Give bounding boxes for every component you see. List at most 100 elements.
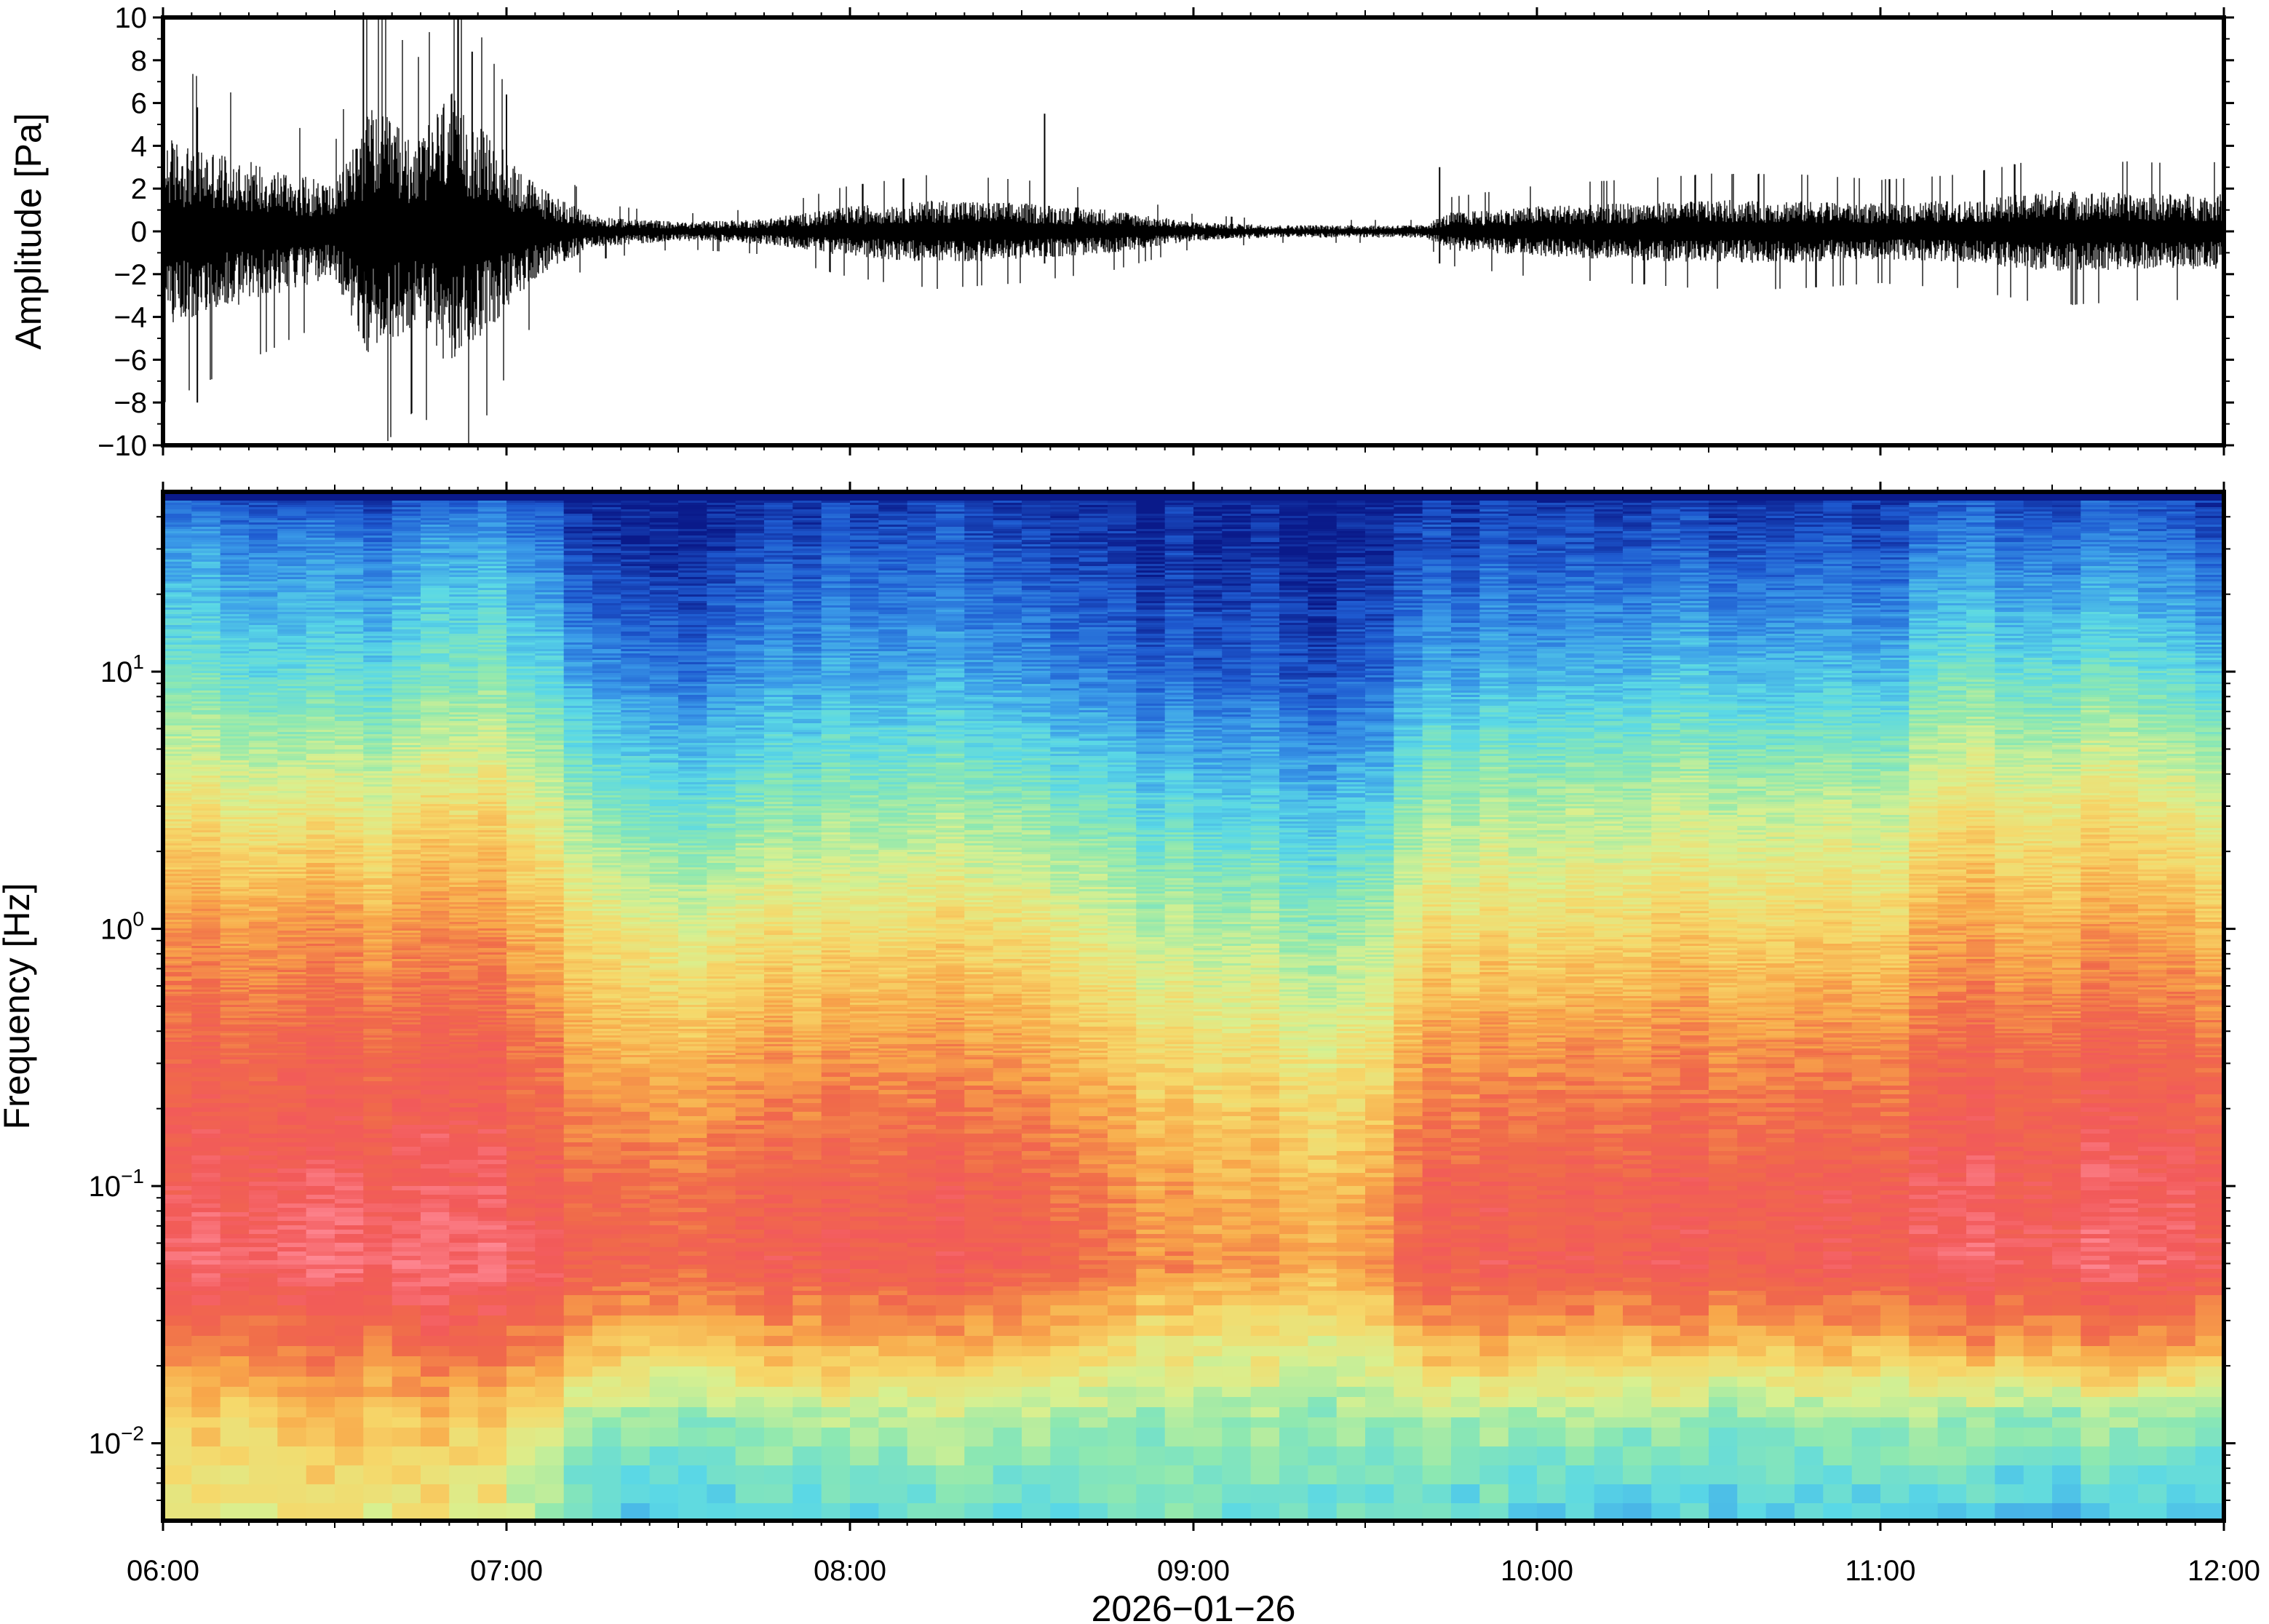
spectrogram-cell xyxy=(421,1151,450,1156)
spectrogram-cell xyxy=(220,1169,250,1174)
spectrogram-cell xyxy=(335,1238,364,1243)
spectrogram-cell xyxy=(478,1086,507,1091)
spectrogram-cell xyxy=(421,1072,450,1078)
spectrogram-cell xyxy=(478,1282,507,1287)
spectrogram-cell xyxy=(564,1142,593,1147)
spectrogram-cell xyxy=(421,1107,450,1112)
spectrogram-cell xyxy=(277,1217,306,1222)
spectrogram-cell xyxy=(363,1077,392,1082)
spectrogram-cell xyxy=(191,1099,220,1104)
spectrogram-cell xyxy=(335,1068,364,1073)
spectrogram-cell xyxy=(163,1217,192,1222)
spectrogram-cell xyxy=(392,1265,421,1270)
waveform-y-tick-label: −6 xyxy=(114,344,147,376)
spectrogram-cell xyxy=(392,1169,421,1174)
spectrogram-cell xyxy=(277,1407,306,1418)
spectrogram-cell xyxy=(363,1256,392,1261)
spectrogram-cell xyxy=(392,1147,421,1152)
spectrogram-cell xyxy=(277,1116,306,1121)
spectrogram-cell xyxy=(191,1484,220,1504)
spectrogram-cell xyxy=(535,1265,564,1270)
spectrogram-cell xyxy=(506,1407,536,1418)
spectrogram-cell xyxy=(363,1221,392,1226)
spectrogram-cell xyxy=(478,1068,507,1073)
spectrogram-cell xyxy=(220,1190,250,1195)
spectrogram-cell xyxy=(478,1129,507,1134)
spectrogram-cell xyxy=(335,1182,364,1187)
spectrogram-cell xyxy=(564,1064,593,1069)
spectrogram-cell xyxy=(564,1112,593,1117)
spectrogram-cell xyxy=(421,1116,450,1121)
spectrogram-cell xyxy=(335,1059,364,1064)
spectrogram-cell xyxy=(478,1142,507,1147)
spectrogram-cell xyxy=(249,1260,278,1265)
spectrogram-cell xyxy=(449,1164,478,1169)
spectrogram-cell xyxy=(306,1305,335,1316)
spectrogram-cell xyxy=(220,1147,250,1152)
spectrogram-cell xyxy=(363,1326,392,1337)
spectrogram-cell xyxy=(564,1099,593,1104)
waveform-y-tick-label: 4 xyxy=(131,130,147,162)
spectrogram-cell xyxy=(449,1256,478,1261)
spectrogram-cell xyxy=(478,1173,507,1178)
spectrogram-cell xyxy=(249,1121,278,1126)
spectrogram-cell xyxy=(163,1182,192,1187)
spectrogram-cell xyxy=(335,1428,364,1447)
spectrogram-cell xyxy=(449,1190,478,1195)
spectrogram-cell xyxy=(306,1112,335,1117)
spectrogram-cell xyxy=(363,1273,392,1278)
spectrogram-cell xyxy=(163,1286,192,1291)
spectrogram-cell xyxy=(478,1186,507,1191)
spectrogram-cell xyxy=(306,1151,335,1156)
spectrogram-cell xyxy=(363,1269,392,1274)
spectrogram-cell xyxy=(363,1346,392,1357)
spectrogram-cell xyxy=(421,1260,450,1265)
spectrogram-cell xyxy=(535,1212,564,1217)
spectrogram-cell xyxy=(306,1190,335,1195)
spectrogram-cell xyxy=(335,1177,364,1182)
spectrogram-cell xyxy=(478,1356,507,1367)
spectrogram-cell xyxy=(392,1134,421,1139)
spectrogram-cell xyxy=(277,1155,306,1161)
spectrogram-cell xyxy=(306,1326,335,1337)
spectrogram-cell xyxy=(449,1286,478,1291)
spectrogram-cell xyxy=(249,1346,278,1357)
spectrogram-cell xyxy=(564,1068,593,1073)
spectrogram-cell xyxy=(478,1134,507,1139)
spectrogram-cell xyxy=(306,1295,335,1306)
spectrogram-cell xyxy=(306,1465,335,1485)
spectrogram-cell xyxy=(363,1243,392,1248)
spectrogram-cell xyxy=(421,1164,450,1169)
spectrogram-cell xyxy=(335,1273,364,1278)
spectrogram-cell xyxy=(306,1234,335,1239)
spectrogram-cell xyxy=(163,1326,192,1337)
spectrogram-cell xyxy=(277,1094,306,1099)
spectrogram-cell xyxy=(449,1195,478,1200)
spectrogram-cell xyxy=(277,1208,306,1213)
spectrogram-cell xyxy=(535,1160,564,1165)
spectrogram-cell xyxy=(506,1177,536,1182)
spectrogram-cell xyxy=(392,1428,421,1447)
spectrogram-cell xyxy=(478,1081,507,1086)
spectrogram-cell xyxy=(277,1446,306,1466)
spectrogram-cell xyxy=(249,1099,278,1104)
spectrogram-cell xyxy=(564,1121,593,1126)
spectrogram-cell xyxy=(392,1269,421,1274)
spectrogram-cell xyxy=(249,1286,278,1291)
spectrogram-cell xyxy=(163,1203,192,1209)
spectrogram-cell xyxy=(163,1346,192,1357)
spectrogram-cell xyxy=(277,1125,306,1130)
spectrogram-cell xyxy=(421,1086,450,1091)
spectrogram-cell xyxy=(535,1199,564,1204)
spectrogram-cell xyxy=(449,1484,478,1504)
spectrogram-cell xyxy=(306,1086,335,1091)
spectrogram-cell xyxy=(220,1446,250,1466)
spectrogram-cell xyxy=(249,1269,278,1274)
spectrogram-cell xyxy=(363,1484,392,1504)
spectrogram-cell xyxy=(421,1326,450,1337)
spectrogram-cell xyxy=(220,1428,250,1447)
spectrogram-cell xyxy=(249,1265,278,1270)
spectrogram-cell xyxy=(277,1356,306,1367)
spectrogram-cell xyxy=(506,1203,536,1209)
spectrogram-cell xyxy=(421,1291,450,1296)
